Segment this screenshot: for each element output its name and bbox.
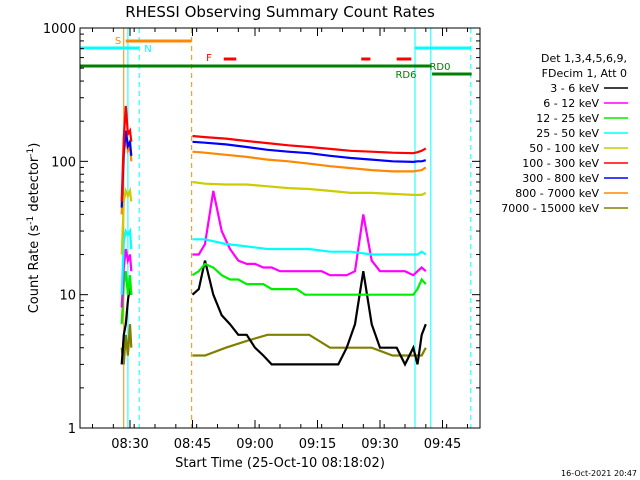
legend-label-0: 3 - 6 keV [550, 82, 599, 95]
y-axis-label: Count Rate (s-1 detector-1) [26, 143, 42, 314]
flag-label-s: S [115, 36, 121, 47]
legend-label-6: 300 - 800 keV [522, 172, 599, 185]
series-line-4 [120, 227, 427, 295]
y-axis-ticks: 1 10 100 1000 [43, 22, 480, 437]
legend-header-detectors: Det 1,3,4,5,6,9, [541, 52, 627, 65]
footer-timestamp: 16-Oct-2021 20:47 [561, 469, 637, 478]
y-tick-label-3: 1000 [43, 22, 76, 37]
series-line-5 [120, 180, 427, 255]
x-tick-label-5: 09:45 [424, 437, 461, 452]
series-line-8 [120, 105, 427, 202]
series-8 [120, 105, 427, 202]
legend-label-8: 7000 - 15000 keV [501, 202, 599, 215]
legend-label-1: 6 - 12 keV [543, 97, 599, 110]
y-axis-label-part3: ) [27, 143, 42, 148]
x-axis-ticks: 08:30 08:45 09:00 09:15 09:30 09:45 [92, 28, 468, 452]
y-axis-label-sup1: -1 [26, 216, 36, 225]
y-axis-label-part1: Count Rate (s [27, 225, 42, 314]
legend-label-5: 100 - 300 keV [522, 157, 599, 170]
x-tick-label-3: 09:15 [299, 437, 336, 452]
y-axis-label-part2: detector [27, 156, 42, 216]
legend-label-4: 50 - 100 keV [529, 142, 599, 155]
flag-label-rd6: RD6 [395, 70, 416, 81]
legend: 3 - 6 keV 6 - 12 keV 12 - 25 keV 25 - 50 ke… [501, 82, 628, 215]
chart-title: RHESSI Observing Summary Count Rates [125, 3, 435, 21]
y-tick-label-2: 100 [51, 155, 76, 170]
y-axis-label-sup2: -1 [26, 148, 36, 157]
y-tick-label-0: 1 [68, 422, 76, 437]
plot-content: S N F RD0 RD6 [80, 28, 472, 428]
flag-label-rd0: RD0 [429, 62, 450, 73]
x-tick-label-4: 09:30 [361, 437, 398, 452]
legend-label-7: 800 - 7000 keV [515, 187, 599, 200]
flag-label-n: N [144, 44, 151, 55]
legend-label-2: 12 - 25 keV [536, 112, 599, 125]
legend-label-3: 25 - 50 keV [536, 127, 599, 140]
x-tick-label-1: 08:45 [174, 437, 211, 452]
series-4 [120, 227, 427, 295]
x-tick-label-0: 08:30 [111, 437, 148, 452]
x-tick-label-2: 09:00 [236, 437, 273, 452]
legend-header-decimation: FDecim 1, Att 0 [542, 67, 627, 80]
y-tick-label-1: 10 [59, 289, 76, 304]
series-5 [120, 180, 427, 255]
x-axis-label: Start Time (25-Oct-10 08:18:02) [175, 456, 385, 471]
flag-label-f: F [206, 53, 212, 64]
